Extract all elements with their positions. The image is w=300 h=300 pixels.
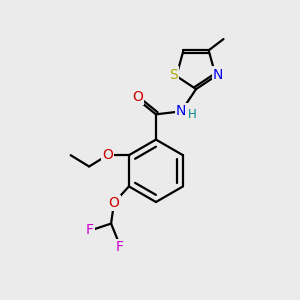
Text: O: O (102, 148, 113, 162)
Text: O: O (132, 90, 143, 104)
Text: N: N (176, 104, 186, 118)
Text: S: S (169, 68, 178, 82)
Text: H: H (188, 108, 197, 122)
Text: F: F (116, 240, 124, 254)
Text: N: N (213, 68, 223, 82)
Text: F: F (86, 223, 94, 236)
Text: O: O (109, 196, 119, 210)
